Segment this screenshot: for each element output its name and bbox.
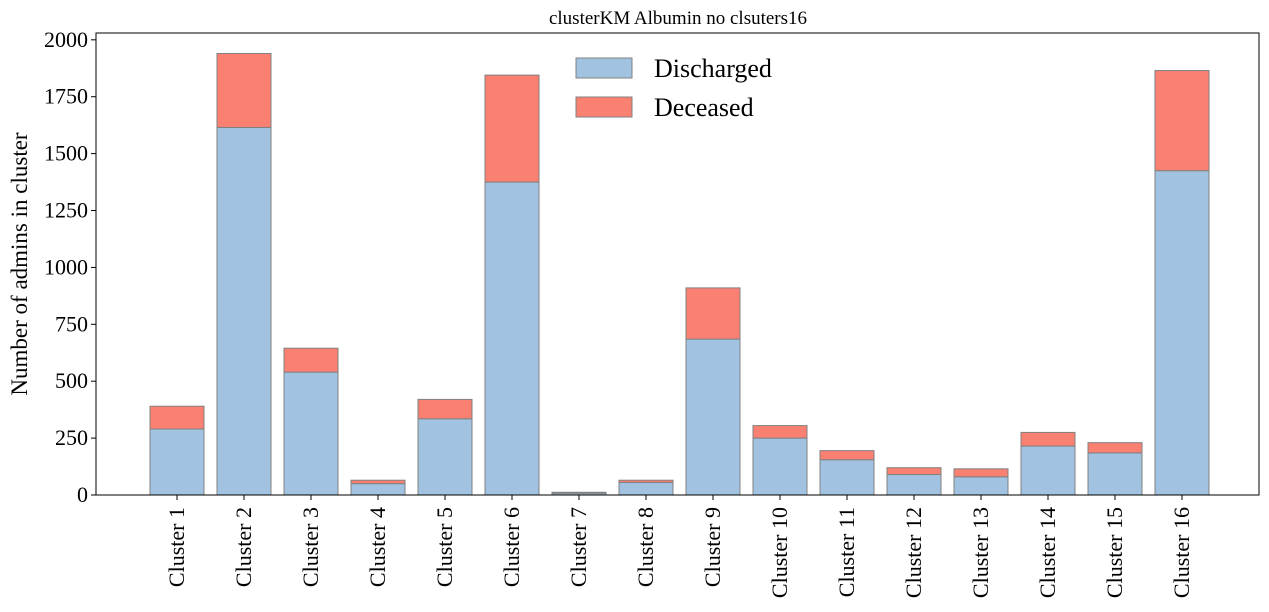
x-tick-label: Cluster 10	[767, 507, 792, 598]
y-tick-label: 1500	[44, 141, 88, 166]
bar-discharged-11	[819, 459, 875, 496]
bar-discharged-16	[1154, 170, 1210, 496]
bar-deceased-13	[953, 468, 1009, 478]
bar-deceased-14	[1020, 431, 1076, 447]
bar-discharged-10	[752, 437, 808, 496]
bar-deceased-6	[484, 74, 540, 183]
x-tick-label: Cluster 11	[834, 507, 859, 597]
y-tick-label: 0	[77, 482, 88, 507]
chart-title: clusterKM Albumin no clsuters16	[549, 8, 807, 29]
bar-deceased-10	[752, 425, 808, 439]
y-tick-label: 500	[55, 368, 88, 393]
x-tick-label: Cluster 1	[164, 507, 189, 587]
y-axis-label: Number of admins in cluster	[7, 132, 32, 396]
bar-deceased-4	[350, 479, 406, 485]
x-tick-label: Cluster 3	[298, 507, 323, 587]
x-tick-label: Cluster 16	[1169, 507, 1194, 598]
bar-discharged-14	[1020, 445, 1076, 496]
legend-label-deceased: Deceased	[654, 93, 754, 122]
legend: Discharged Deceased	[575, 54, 772, 122]
bar-discharged-4	[350, 483, 406, 496]
bar-discharged-8	[618, 481, 674, 496]
x-tick-label: Cluster 4	[365, 507, 390, 587]
x-tick-label: Cluster 13	[968, 507, 993, 598]
y-tick-label: 1750	[44, 84, 88, 109]
x-axis: Cluster 1 Cluster 2 Cluster 3 Cluster 4 Clus…	[164, 495, 1194, 598]
x-tick-label: Cluster 8	[633, 507, 658, 587]
plot-frame	[95, 32, 1260, 496]
bar-discharged-13	[953, 476, 1009, 496]
y-axis: 0 250 500 750 1000 1250 1500 1750 2000	[44, 27, 96, 507]
bar-discharged-6	[484, 181, 540, 496]
y-tick-label: 2000	[44, 27, 88, 52]
bar-deceased-2	[216, 52, 272, 128]
legend-swatch-deceased	[575, 96, 633, 118]
bar-deceased-16	[1154, 70, 1210, 172]
bar-discharged-12	[886, 474, 942, 496]
y-tick-label: 750	[55, 311, 88, 336]
bar-discharged-2	[216, 126, 272, 496]
bar-deceased-15	[1087, 442, 1143, 454]
x-tick-label: Cluster 15	[1102, 507, 1127, 598]
bars-group	[149, 52, 1210, 496]
y-tick-label: 1250	[44, 198, 88, 223]
bar-deceased-5	[417, 398, 473, 420]
bar-deceased-3	[283, 347, 339, 373]
x-tick-label: Cluster 6	[499, 507, 524, 587]
x-tick-label: Cluster 12	[901, 507, 926, 598]
bar-discharged-15	[1087, 452, 1143, 496]
bar-deceased-7	[551, 491, 607, 494]
y-tick-label: 250	[55, 425, 88, 450]
legend-swatch-discharged	[575, 57, 633, 79]
bar-deceased-8	[618, 479, 674, 483]
bar-discharged-5	[417, 418, 473, 496]
bar-discharged-1	[149, 428, 205, 496]
bar-discharged-3	[283, 371, 339, 496]
bar-deceased-1	[149, 405, 205, 430]
bar-deceased-9	[685, 287, 741, 340]
legend-label-discharged: Discharged	[654, 54, 772, 83]
bar-discharged-9	[685, 338, 741, 496]
y-tick-label: 1000	[44, 254, 88, 279]
bar-deceased-11	[819, 450, 875, 461]
x-tick-label: Cluster 5	[432, 507, 457, 587]
x-tick-label: Cluster 7	[566, 507, 591, 587]
bar-deceased-12	[886, 467, 942, 476]
x-tick-label: Cluster 2	[231, 507, 256, 587]
x-tick-label: Cluster 14	[1035, 507, 1060, 598]
x-tick-label: Cluster 9	[700, 507, 725, 587]
